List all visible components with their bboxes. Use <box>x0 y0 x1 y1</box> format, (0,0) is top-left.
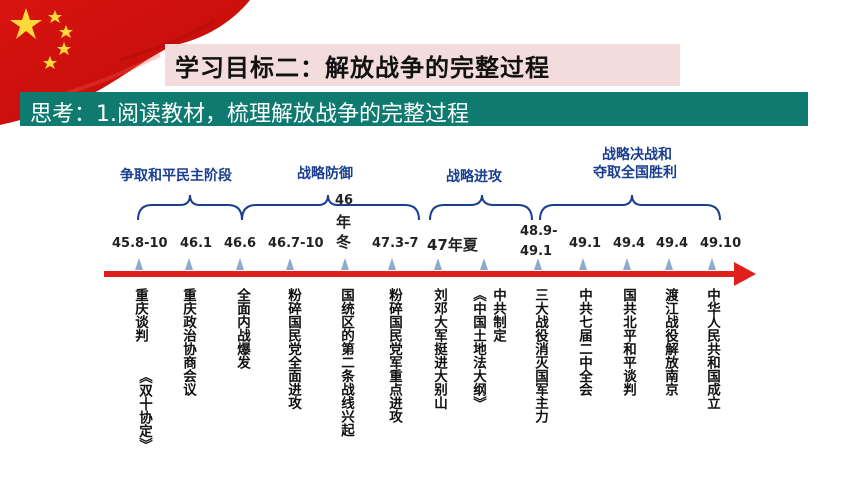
date-label: 49.10 <box>700 236 742 251</box>
timeline-marker <box>135 258 143 270</box>
timeline-marker <box>341 258 349 270</box>
phase-bracket <box>241 194 420 221</box>
date-label: 47年夏 <box>427 236 478 254</box>
event-label: 刘邓大军挺进大别山 <box>431 288 447 410</box>
date-label: 46.1 <box>180 236 213 251</box>
event-label: 国共北平和平谈判 <box>620 288 636 396</box>
event-label: 三大战役消灭国军主力 <box>532 288 548 423</box>
date-label: 49.4 <box>613 236 646 251</box>
phase-label-line2: 夺取全国胜利 <box>593 165 677 181</box>
timeline-marker <box>286 258 294 270</box>
date-label: 49.4 <box>656 236 689 251</box>
date-label: 冬 <box>336 233 352 251</box>
event-label: 中共七届二中全会 <box>576 288 592 396</box>
event-label: 粉碎国民党军重点进攻 <box>386 288 402 423</box>
star-icon <box>43 56 57 69</box>
event-label: 中共制定 <box>490 288 506 342</box>
phase-label: 争取和平民主阶段 <box>120 168 232 184</box>
date-label: 49.1 <box>520 244 553 259</box>
date-label: 46.7-10 <box>268 236 324 251</box>
date-label: 49.1 <box>569 236 602 251</box>
timeline-marker <box>185 258 193 270</box>
phase-label: 战略防御 <box>297 166 353 182</box>
date-label: 年 <box>336 213 352 231</box>
timeline-marker <box>665 258 673 270</box>
phase-bracket <box>137 194 243 221</box>
date-label: 45.8-10 <box>112 236 168 251</box>
event-label: 重庆谈判 <box>132 288 148 342</box>
event-label: 重庆政治协商会议 <box>180 288 196 396</box>
event-label: 粉碎国民党全面进攻 <box>285 288 301 410</box>
slide-title: 学习目标二：解放战争的完整过程 <box>175 54 550 82</box>
event-label: 渡江战役解放南京 <box>662 288 678 396</box>
star-icon <box>48 10 62 23</box>
event-label: 全面内战爆发 <box>234 288 250 369</box>
think-banner <box>20 92 808 126</box>
timeline-arrow <box>104 262 756 286</box>
timeline-marker <box>236 258 244 270</box>
event-label: 中华人民共和国成立 <box>704 288 720 410</box>
star-icon <box>10 8 42 39</box>
timeline-marker <box>480 258 488 270</box>
timeline-marker <box>708 258 716 270</box>
phase-bracket <box>539 194 721 221</box>
star-icon <box>57 42 71 55</box>
phase-label: 战略进攻 <box>446 169 502 185</box>
date-label: 46 <box>335 193 354 208</box>
phase-label-line1: 战略决战和 <box>602 147 672 163</box>
timeline-marker <box>534 258 542 270</box>
title-bar <box>165 44 680 86</box>
timeline-marker <box>623 258 631 270</box>
phase-bracket <box>429 194 533 221</box>
timeline-marker <box>388 258 396 270</box>
date-label: 48.9- <box>520 224 558 239</box>
date-label: 46.6 <box>224 236 257 251</box>
timeline-marker <box>579 258 587 270</box>
think-prompt: 思考：1.阅读教材，梳理解放战争的完整过程 <box>30 102 469 127</box>
timeline-marker <box>434 258 442 270</box>
event-label: 《双十协定》 <box>136 370 152 451</box>
event-label: 《中国土地法大纲》 <box>470 288 486 410</box>
star-icon <box>59 25 73 38</box>
date-label: 47.3-7 <box>372 236 419 251</box>
event-label: 国统区的第二条战线兴起 <box>338 288 354 437</box>
